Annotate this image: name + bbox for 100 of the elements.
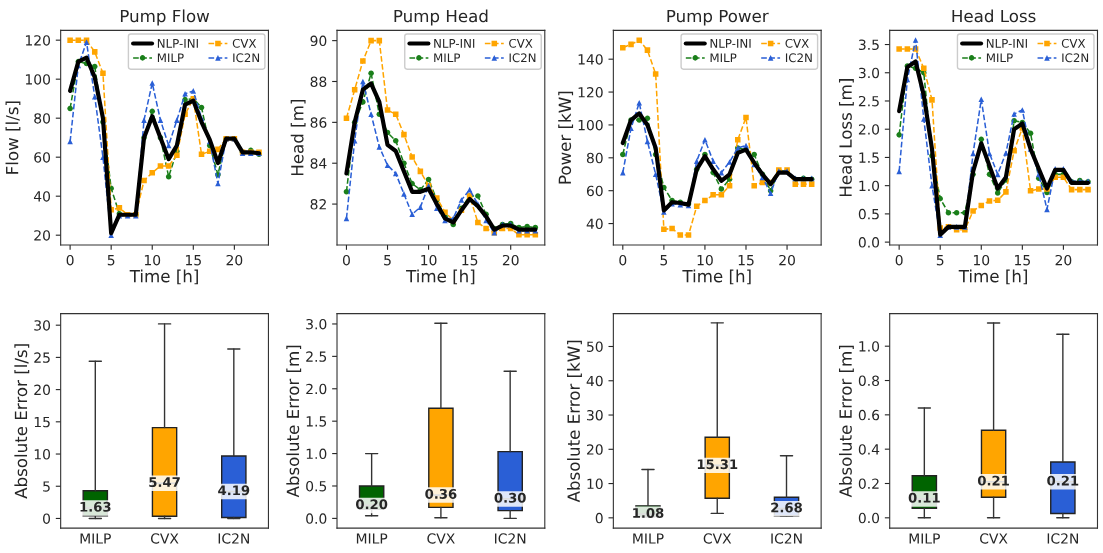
y-tick-label: 20 bbox=[34, 384, 51, 396]
x-tick-label: CVX bbox=[150, 533, 179, 544]
y-tick-label: 80 bbox=[586, 152, 603, 164]
x-tick-label: 15 bbox=[185, 255, 201, 266]
x-tick-label: 5 bbox=[107, 255, 115, 266]
y-tick-label: 0.5 bbox=[858, 208, 879, 220]
y-tick-label: 2.0 bbox=[306, 383, 327, 395]
text: 0.36 bbox=[425, 488, 457, 499]
y-tick-label: 15 bbox=[34, 416, 50, 428]
x-tick-label: CVX bbox=[427, 533, 455, 544]
text: 15.31 bbox=[697, 459, 738, 470]
x-tick-label: 10 bbox=[421, 254, 437, 266]
y-tick-label: 40 bbox=[586, 218, 603, 230]
y-tick-label: 0 bbox=[43, 513, 51, 524]
legend-label: MILP bbox=[986, 53, 1013, 63]
y-tick-label: 60 bbox=[586, 185, 603, 197]
y-tick-label: 2.0 bbox=[858, 124, 880, 135]
y-tick-label: 3.0 bbox=[306, 318, 327, 330]
y-tick-label: 3.5 bbox=[858, 39, 879, 50]
x-tick-label: MILP bbox=[356, 533, 388, 544]
x-tick-label: MILP bbox=[80, 533, 111, 544]
chart-title: Pump Head bbox=[394, 9, 488, 26]
y-tick-label: 40 bbox=[586, 375, 603, 387]
y-tick-label: 0.0 bbox=[858, 237, 880, 248]
x-tick-label: 15 bbox=[1015, 255, 1030, 266]
y-tick-label: 2.5 bbox=[306, 351, 327, 362]
y-tick-label: 3.0 bbox=[858, 67, 880, 79]
y-tick-label: 0 bbox=[595, 512, 603, 524]
legend-label: CVX bbox=[232, 38, 257, 48]
x-tick-label: CVX bbox=[703, 533, 732, 544]
legend-label: IC2N bbox=[233, 53, 260, 63]
x-tick-label: 20 bbox=[779, 254, 795, 266]
y-tick-label: 10 bbox=[34, 449, 51, 460]
x-tick-label: 20 bbox=[226, 254, 243, 266]
text: 4.19 bbox=[218, 485, 250, 496]
x-tick-label: 5 bbox=[936, 255, 944, 266]
y-tick-label: 0.8 bbox=[858, 375, 880, 386]
y-tick-label: 0.0 bbox=[306, 513, 327, 524]
y-tick-label: 50 bbox=[587, 341, 603, 352]
x-tick-label: IC2N bbox=[495, 533, 526, 544]
y-tick-label: 84 bbox=[310, 158, 327, 169]
y-tick-label: 1.0 bbox=[859, 341, 880, 352]
x-axis-title: Time [h] bbox=[129, 269, 198, 285]
legend-label: CVX bbox=[785, 38, 809, 48]
y-tick-label: 1.0 bbox=[859, 180, 880, 192]
y-axis-title: Absolute Error [m] bbox=[838, 345, 854, 498]
x-axis-title: Time [h] bbox=[958, 269, 1027, 285]
y-tick-label: 20 bbox=[34, 230, 51, 241]
legend-label: MILP bbox=[710, 53, 737, 63]
y-tick-label: 1.0 bbox=[306, 448, 327, 460]
y-tick-label: 0.0 bbox=[858, 512, 880, 524]
y-axis-title: Absolute Error [l/s] bbox=[14, 344, 30, 499]
x-tick-label: 20 bbox=[502, 254, 519, 266]
legend-label: NLP-INI bbox=[710, 39, 751, 48]
x-tick-label: 0 bbox=[619, 254, 627, 266]
y-tick-label: 10 bbox=[587, 478, 603, 490]
x-tick-label: CVX bbox=[980, 533, 1008, 544]
x-tick-label: 5 bbox=[384, 255, 391, 266]
legend-label: NLP-INI bbox=[434, 39, 475, 48]
x-tick-label: 10 bbox=[973, 254, 990, 266]
y-tick-label: 40 bbox=[33, 191, 51, 202]
y-axis-title: Head [m] bbox=[290, 100, 306, 176]
x-tick-label: IC2N bbox=[1047, 533, 1078, 544]
y-tick-label: 0.5 bbox=[306, 480, 327, 492]
y-tick-label: 88 bbox=[310, 76, 327, 87]
x-tick-label: 5 bbox=[660, 255, 668, 266]
y-tick-label: 100 bbox=[25, 74, 51, 85]
text: 2.68 bbox=[771, 502, 802, 513]
x-tick-label: IC2N bbox=[771, 533, 802, 544]
x-tick-label: IC2N bbox=[218, 533, 249, 544]
text: 1.08 bbox=[633, 507, 664, 518]
y-axis-title: Head Loss [m] bbox=[838, 79, 854, 197]
y-tick-label: 30 bbox=[587, 409, 603, 421]
y-axis-title: Power [kW] bbox=[558, 91, 574, 184]
legend-label: NLP-INI bbox=[157, 39, 198, 48]
x-tick-label: 15 bbox=[462, 255, 478, 266]
chart-title: Pump Power bbox=[667, 9, 769, 26]
x-tick-label: 10 bbox=[144, 254, 161, 266]
y-tick-label: 5 bbox=[43, 481, 50, 492]
text: 5.47 bbox=[149, 477, 180, 488]
y-tick-label: 25 bbox=[34, 352, 50, 363]
y-tick-label: 120 bbox=[578, 87, 603, 98]
y-tick-label: 140 bbox=[578, 54, 603, 65]
y-tick-label: 30 bbox=[34, 320, 51, 331]
chart-title: Pump Flow bbox=[120, 9, 210, 26]
x-tick-label: 0 bbox=[895, 254, 903, 266]
text: 0.30 bbox=[494, 492, 526, 503]
chart-title: Head Loss bbox=[952, 9, 1036, 23]
y-tick-label: 80 bbox=[34, 113, 51, 124]
x-tick-label: 10 bbox=[697, 254, 713, 266]
x-axis-title: Time [h] bbox=[682, 269, 751, 285]
x-tick-label: 0 bbox=[66, 254, 74, 266]
y-axis-title: Flow [l/s] bbox=[5, 101, 21, 174]
y-tick-label: 0.6 bbox=[858, 409, 880, 421]
y-tick-label: 1.5 bbox=[859, 152, 879, 163]
x-tick-label: MILP bbox=[909, 533, 940, 544]
y-tick-label: 0.4 bbox=[858, 444, 880, 455]
x-tick-label: 0 bbox=[342, 254, 350, 266]
legend-label: MILP bbox=[434, 53, 461, 63]
y-tick-label: 82 bbox=[310, 199, 326, 210]
